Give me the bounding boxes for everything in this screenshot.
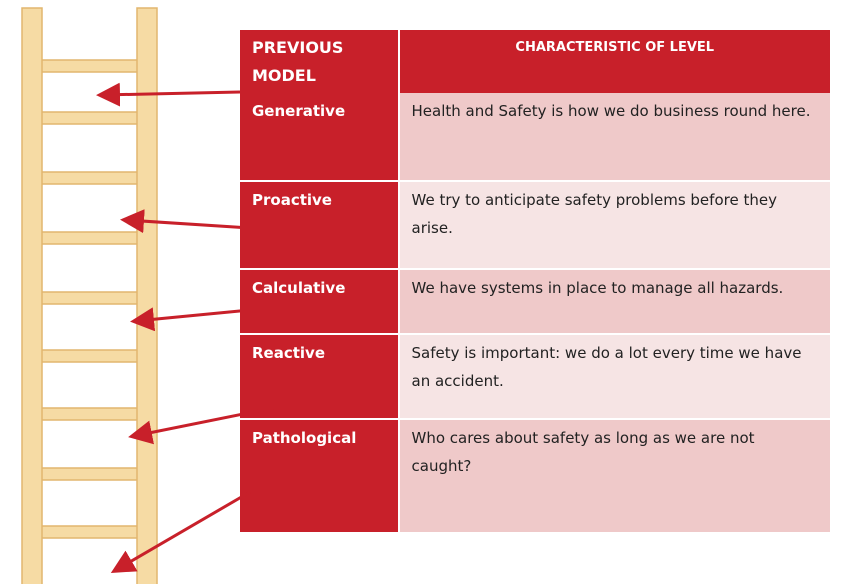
row-separator bbox=[240, 268, 830, 270]
level-name: Calculative bbox=[240, 270, 398, 333]
row-separator bbox=[240, 418, 830, 420]
level-description: Safety is important: we do a lot every t… bbox=[399, 335, 830, 418]
level-name: Generative bbox=[240, 93, 398, 180]
level-name: Proactive bbox=[240, 182, 398, 268]
level-description: Who cares about safety as long as we are… bbox=[399, 420, 830, 532]
level-description: We try to anticipate safety problems bef… bbox=[399, 182, 830, 268]
table-row: Pathological Who cares about safety as lo… bbox=[240, 420, 830, 532]
row-separator bbox=[240, 180, 830, 182]
header-cell: PREVIOUS MODEL bbox=[240, 30, 398, 93]
level-description: Health and Safety is how we do business … bbox=[399, 93, 830, 180]
table-row: Reactive Safety is important: we do a lot… bbox=[240, 335, 830, 418]
table-row: Proactive We try to anticipate safety pro… bbox=[240, 182, 830, 268]
level-description: We have systems in place to manage all h… bbox=[399, 270, 830, 333]
table-row: Generative Health and Safety is how we do… bbox=[240, 93, 830, 180]
header-cell: CHARACTERISTIC OF LEVEL bbox=[399, 30, 830, 93]
header-row: PREVIOUS MODEL CHARACTERISTIC OF LEVEL bbox=[240, 30, 830, 93]
level-name: Reactive bbox=[240, 335, 398, 418]
table-row: Calculative We have systems in place to m… bbox=[240, 270, 830, 333]
level-name: Pathological bbox=[240, 420, 398, 532]
row-separator bbox=[240, 333, 830, 335]
table: PREVIOUS MODEL CHARACTERISTIC OF LEVEL Gen… bbox=[240, 30, 830, 532]
